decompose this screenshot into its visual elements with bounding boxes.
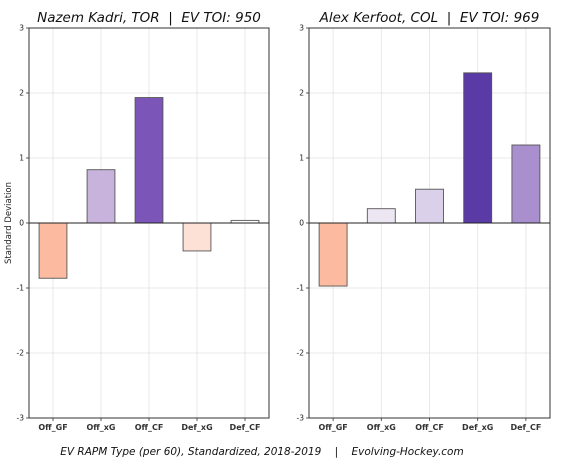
y-tick-label: 1 <box>299 154 304 163</box>
bar-off-gf <box>318 222 348 287</box>
bar-off-gf <box>38 222 68 279</box>
x-tick-label: Off_GF <box>318 423 347 432</box>
y-tick-label: -3 <box>297 414 305 423</box>
y-tick-label: 2 <box>19 89 24 98</box>
y-tick-label: -2 <box>297 349 305 358</box>
x-tick-label: Def_xG <box>181 423 212 432</box>
y-tick-label: -1 <box>17 284 25 293</box>
bar-off-cf <box>134 97 164 224</box>
bar-off-xg <box>366 208 396 224</box>
bar-def-cf <box>511 144 541 224</box>
y-axis-label: Standard Deviation <box>4 182 14 264</box>
y-tick-label: 0 <box>299 219 304 228</box>
y-tick-label: -1 <box>297 284 305 293</box>
y-tick-label: 3 <box>299 24 304 33</box>
bar-def-xg <box>463 72 493 224</box>
y-tick-label: 0 <box>19 219 24 228</box>
chart-panel-kerfoot: 3 2 1 0 -1 -2 -3 Off_GF Off_xG Off_CF Def_xG Def_CF… <box>297 10 551 432</box>
x-tick-label: Off_xG <box>367 423 396 432</box>
bar-off-xg <box>86 169 116 224</box>
x-tick-label: Def_xG <box>462 423 493 432</box>
chart-panel-kadri: 3 2 1 0 -1 -2 -3 Off_GF Off_xG Off_CF Def_xG Def_CF… <box>4 10 270 432</box>
bar-off-cf <box>415 188 444 224</box>
figure-caption: EV RAPM Type (per 60), Standardized, 201… <box>60 446 463 458</box>
y-tick-label: 1 <box>19 154 24 163</box>
x-tick-label: Off_xG <box>86 423 115 432</box>
y-tick-label: -2 <box>17 349 25 358</box>
y-tick-label: 3 <box>19 24 24 33</box>
x-tick-label: Off_GF <box>38 423 67 432</box>
chart-title: Alex Kerfoot, COL | EV TOI: 969 <box>319 10 540 26</box>
x-tick-label: Def_CF <box>510 423 541 432</box>
x-tick-label: Off_CF <box>415 423 444 432</box>
x-tick-label: Def_CF <box>230 423 261 432</box>
x-tick-label: Off_CF <box>135 423 164 432</box>
y-tick-label: -3 <box>17 414 25 423</box>
chart-title: Nazem Kadri, TOR | EV TOI: 950 <box>37 10 261 26</box>
y-tick-label: 2 <box>299 89 304 98</box>
bar-def-xg <box>182 222 212 252</box>
